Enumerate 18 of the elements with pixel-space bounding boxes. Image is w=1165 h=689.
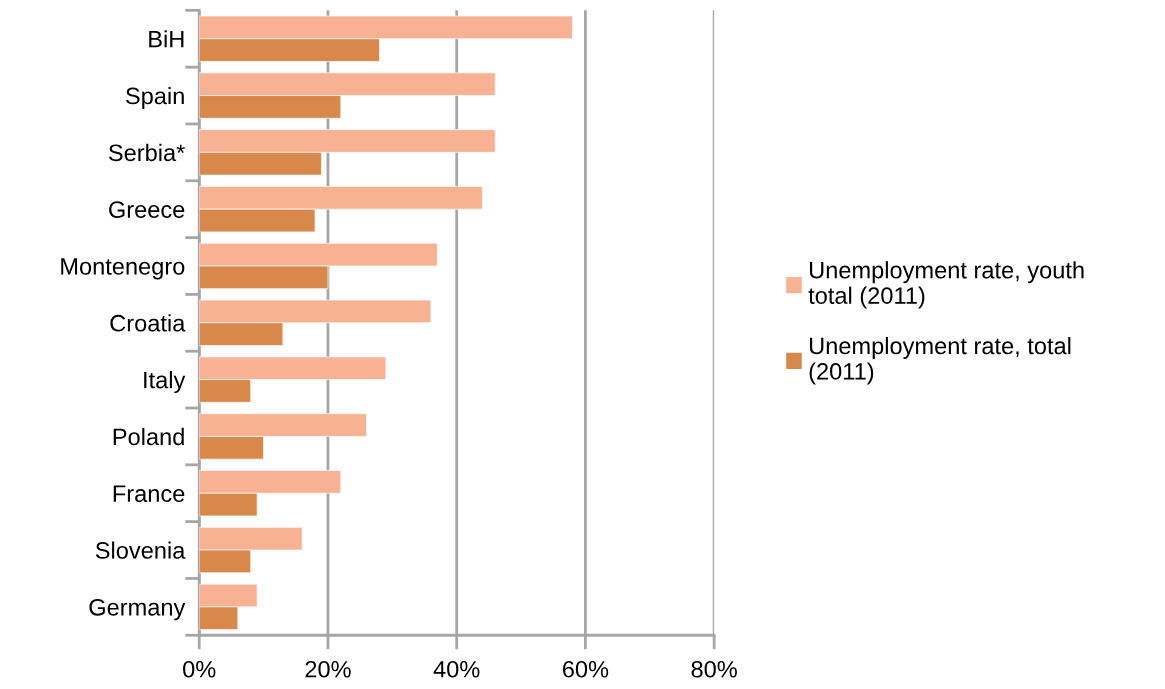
legend-label: Unemployment rate, total (2011) — [809, 336, 1071, 385]
legend-label: Unemployment rate, youth total (2011) — [808, 261, 1084, 309]
x-tick-label: 60% — [562, 660, 609, 678]
y-tick-label: Montenegro — [61, 258, 185, 280]
y-tick-label: Slovenia — [95, 541, 186, 559]
x-tick-label: 40% — [433, 660, 480, 678]
y-tick-label: Serbia* — [108, 143, 185, 162]
y-tick-label: Greece — [109, 201, 185, 218]
y-tick-label: Poland — [113, 427, 184, 446]
y-tick-label: Croatia — [110, 314, 186, 332]
x-tick-label: 80% — [691, 660, 737, 678]
y-tick-label: Italy — [144, 371, 186, 394]
y-tick-label: France — [113, 485, 185, 503]
y-tick-label: BiH — [149, 30, 184, 48]
x-tick-label: 0% — [183, 660, 216, 678]
x-tick-label: 20% — [305, 660, 351, 678]
y-tick-label: Spain — [126, 87, 184, 110]
y-tick-label: Germany — [89, 598, 186, 621]
